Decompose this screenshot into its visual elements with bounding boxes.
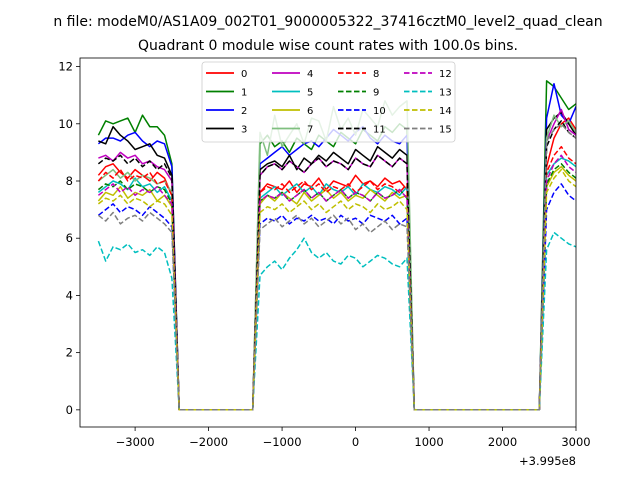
legend-label-11: 11 <box>373 125 386 136</box>
y-tick-label: 6 <box>66 231 73 245</box>
legend-label-8: 8 <box>373 69 379 80</box>
legend-label-14: 14 <box>439 106 452 117</box>
y-axis-ticks: 0 2 4 6 8 10 12 <box>58 60 80 417</box>
x-tick-label: −2000 <box>189 435 228 449</box>
y-tick-label: 12 <box>58 60 73 74</box>
legend-frame <box>201 61 456 143</box>
legend-label-1: 1 <box>241 88 247 99</box>
x-tick-label: −3000 <box>116 435 155 449</box>
x-tick-label: 1000 <box>414 435 443 449</box>
legend-label-12: 12 <box>439 69 452 80</box>
y-tick-label: 2 <box>66 346 73 360</box>
legend-label-0: 0 <box>241 69 247 80</box>
y-tick-label: 8 <box>66 174 73 188</box>
legend-label-15: 15 <box>439 125 452 136</box>
y-tick-label: 0 <box>66 403 73 417</box>
chart-title: Quadrant 0 module wise count rates with … <box>138 38 518 54</box>
x-tick-label: 0 <box>352 435 359 449</box>
figure-suptitle: n file: modeM0/AS1A09_002T01_9000005322_… <box>53 14 602 30</box>
legend-label-9: 9 <box>373 88 379 99</box>
y-tick-label: 10 <box>58 117 73 131</box>
legend-label-3: 3 <box>241 125 247 136</box>
legend-label-10: 10 <box>373 106 386 117</box>
x-tick-label: −1000 <box>263 435 302 449</box>
y-tick-label: 4 <box>66 288 73 302</box>
legend-label-6: 6 <box>307 106 313 117</box>
x-tick-label: 2000 <box>488 435 517 449</box>
series-line-15 <box>97 123 576 411</box>
x-axis-ticks: −3000 −2000 −1000 0 1000 2000 3000 <box>116 427 591 449</box>
legend-label-2: 2 <box>241 106 247 117</box>
x-axis-offset-label: +3.995e8 <box>519 454 576 468</box>
legend-label-13: 13 <box>439 88 452 99</box>
plot-area-frame <box>79 57 577 428</box>
x-tick-label: 3000 <box>561 435 590 449</box>
legend-label-7: 7 <box>307 125 313 136</box>
legend-label-5: 5 <box>307 88 313 99</box>
legend-label-4: 4 <box>307 69 313 80</box>
